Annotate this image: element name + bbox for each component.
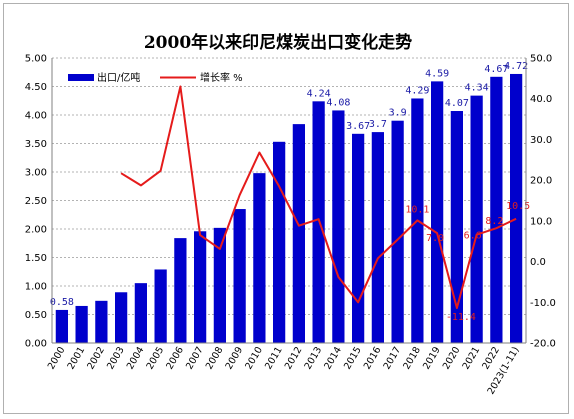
line-value-label: 10.5 (506, 201, 530, 212)
line-value-label: 7.0 (426, 233, 444, 244)
bar-value-label: 4.72 (504, 61, 528, 72)
y-left-tick-label: 0.00 (25, 339, 47, 350)
y-left-tick-label: 4.50 (25, 82, 47, 93)
x-tick-label: 2006 (164, 345, 186, 371)
bar (470, 95, 483, 344)
x-tick-label: 2004 (125, 345, 147, 371)
bar (95, 300, 108, 343)
bar (273, 141, 286, 343)
y-right-tick-label: -20.0 (530, 339, 556, 350)
bar-value-label: 4.24 (307, 88, 331, 99)
bar (450, 111, 463, 343)
x-tick-label: 2015 (342, 345, 364, 371)
bar (233, 209, 246, 343)
y-left-tick-label: 1.00 (25, 282, 47, 293)
legend-bar-label: 出口/亿吨 (97, 71, 140, 84)
legend: 出口/亿吨 增长率 % (68, 71, 243, 84)
bar-value-label: 3.9 (389, 108, 407, 119)
x-tick-label: 2017 (382, 345, 404, 371)
bar (75, 305, 88, 343)
x-tick-label: 2002 (85, 345, 107, 371)
y-left-tick-label: 4.00 (25, 111, 47, 122)
bar (391, 120, 404, 343)
bar (174, 238, 187, 343)
bar-value-label: 3.67 (346, 121, 370, 132)
bar (371, 132, 384, 343)
y-left-tick-label: 2.50 (25, 196, 47, 207)
bar (352, 133, 365, 343)
y-right-tick-label: 10.0 (530, 216, 552, 227)
x-tick-label: 2005 (145, 345, 167, 371)
bar (490, 76, 503, 343)
line-series (120, 85, 517, 309)
bar-value-label: 4.34 (465, 83, 489, 94)
y-right-tick-label: 40.0 (530, 94, 552, 105)
bar-series (55, 73, 523, 344)
y-right-tick-label: 50.0 (530, 54, 552, 65)
y-left-tick-label: 1.50 (25, 253, 47, 264)
x-tick-label: 2020 (441, 345, 463, 371)
bar-value-label: 4.07 (445, 98, 469, 109)
x-tick-label: 2016 (362, 345, 384, 371)
y-left-tick-label: 2.00 (25, 225, 47, 236)
growth-rate-line (120, 85, 517, 309)
x-tick-label: 2003 (105, 345, 127, 371)
bar (510, 73, 523, 344)
x-tick-label: 2009 (224, 345, 246, 371)
line-value-label: -11.4 (446, 312, 476, 323)
chart-title: 2000年以来印尼煤炭出口变化走势 (144, 32, 412, 53)
bar (431, 81, 444, 344)
x-tick-label: 2011 (263, 345, 285, 371)
x-tick-label: 2021 (461, 345, 483, 371)
bar (213, 227, 226, 343)
line-value-label: 10.1 (405, 204, 429, 215)
bar (55, 309, 68, 343)
x-tick-label: 2014 (322, 345, 344, 371)
x-tick-label: 2000 (46, 345, 68, 371)
y-left-tick-label: 3.50 (25, 139, 47, 150)
x-tick-label: 2012 (283, 345, 305, 371)
bar (253, 173, 266, 343)
bar (115, 292, 128, 343)
bar-value-label: 4.67 (484, 64, 508, 75)
y-right-tick-label: -10.0 (530, 298, 556, 309)
gridlines (52, 57, 526, 315)
bar-value-label: 4.08 (326, 97, 350, 108)
bar (134, 283, 147, 343)
y-left-tick-label: 5.00 (25, 54, 47, 65)
legend-line-label: 增长率 % (200, 71, 243, 84)
bar (194, 231, 207, 343)
x-tick-label: 2019 (421, 345, 443, 371)
x-tick-label: 2010 (243, 345, 265, 371)
bar-value-label: 0.58 (50, 297, 74, 308)
x-tick-label: 2018 (401, 345, 423, 371)
bar-value-label: 3.7 (369, 119, 387, 130)
bar-value-label: 4.29 (405, 85, 429, 96)
y-left-tick-label: 0.50 (25, 310, 47, 321)
bar (332, 110, 345, 343)
line-value-label: 8.2 (485, 216, 503, 227)
x-tick-label: 2007 (184, 345, 206, 371)
x-tick-label: 2001 (66, 345, 88, 371)
x-tick-label: 2013 (303, 345, 325, 371)
bar (292, 124, 305, 344)
bar-value-label: 4.59 (425, 68, 449, 79)
legend-bar-swatch (68, 74, 94, 81)
y-right-tick-label: 30.0 (530, 135, 552, 146)
line-value-label: 6.6 (464, 231, 482, 242)
bar (154, 269, 167, 343)
y-right-tick-label: 20.0 (530, 176, 552, 187)
x-tick-label: 2008 (204, 345, 226, 371)
y-right-tick-label: 0.0 (530, 257, 546, 268)
data-labels: 0.58 4.244.08 3.673.73.9 4.29 4.59 4.07 4.34 4.… (50, 61, 530, 323)
y-left-tick-label: 3.00 (25, 168, 47, 179)
